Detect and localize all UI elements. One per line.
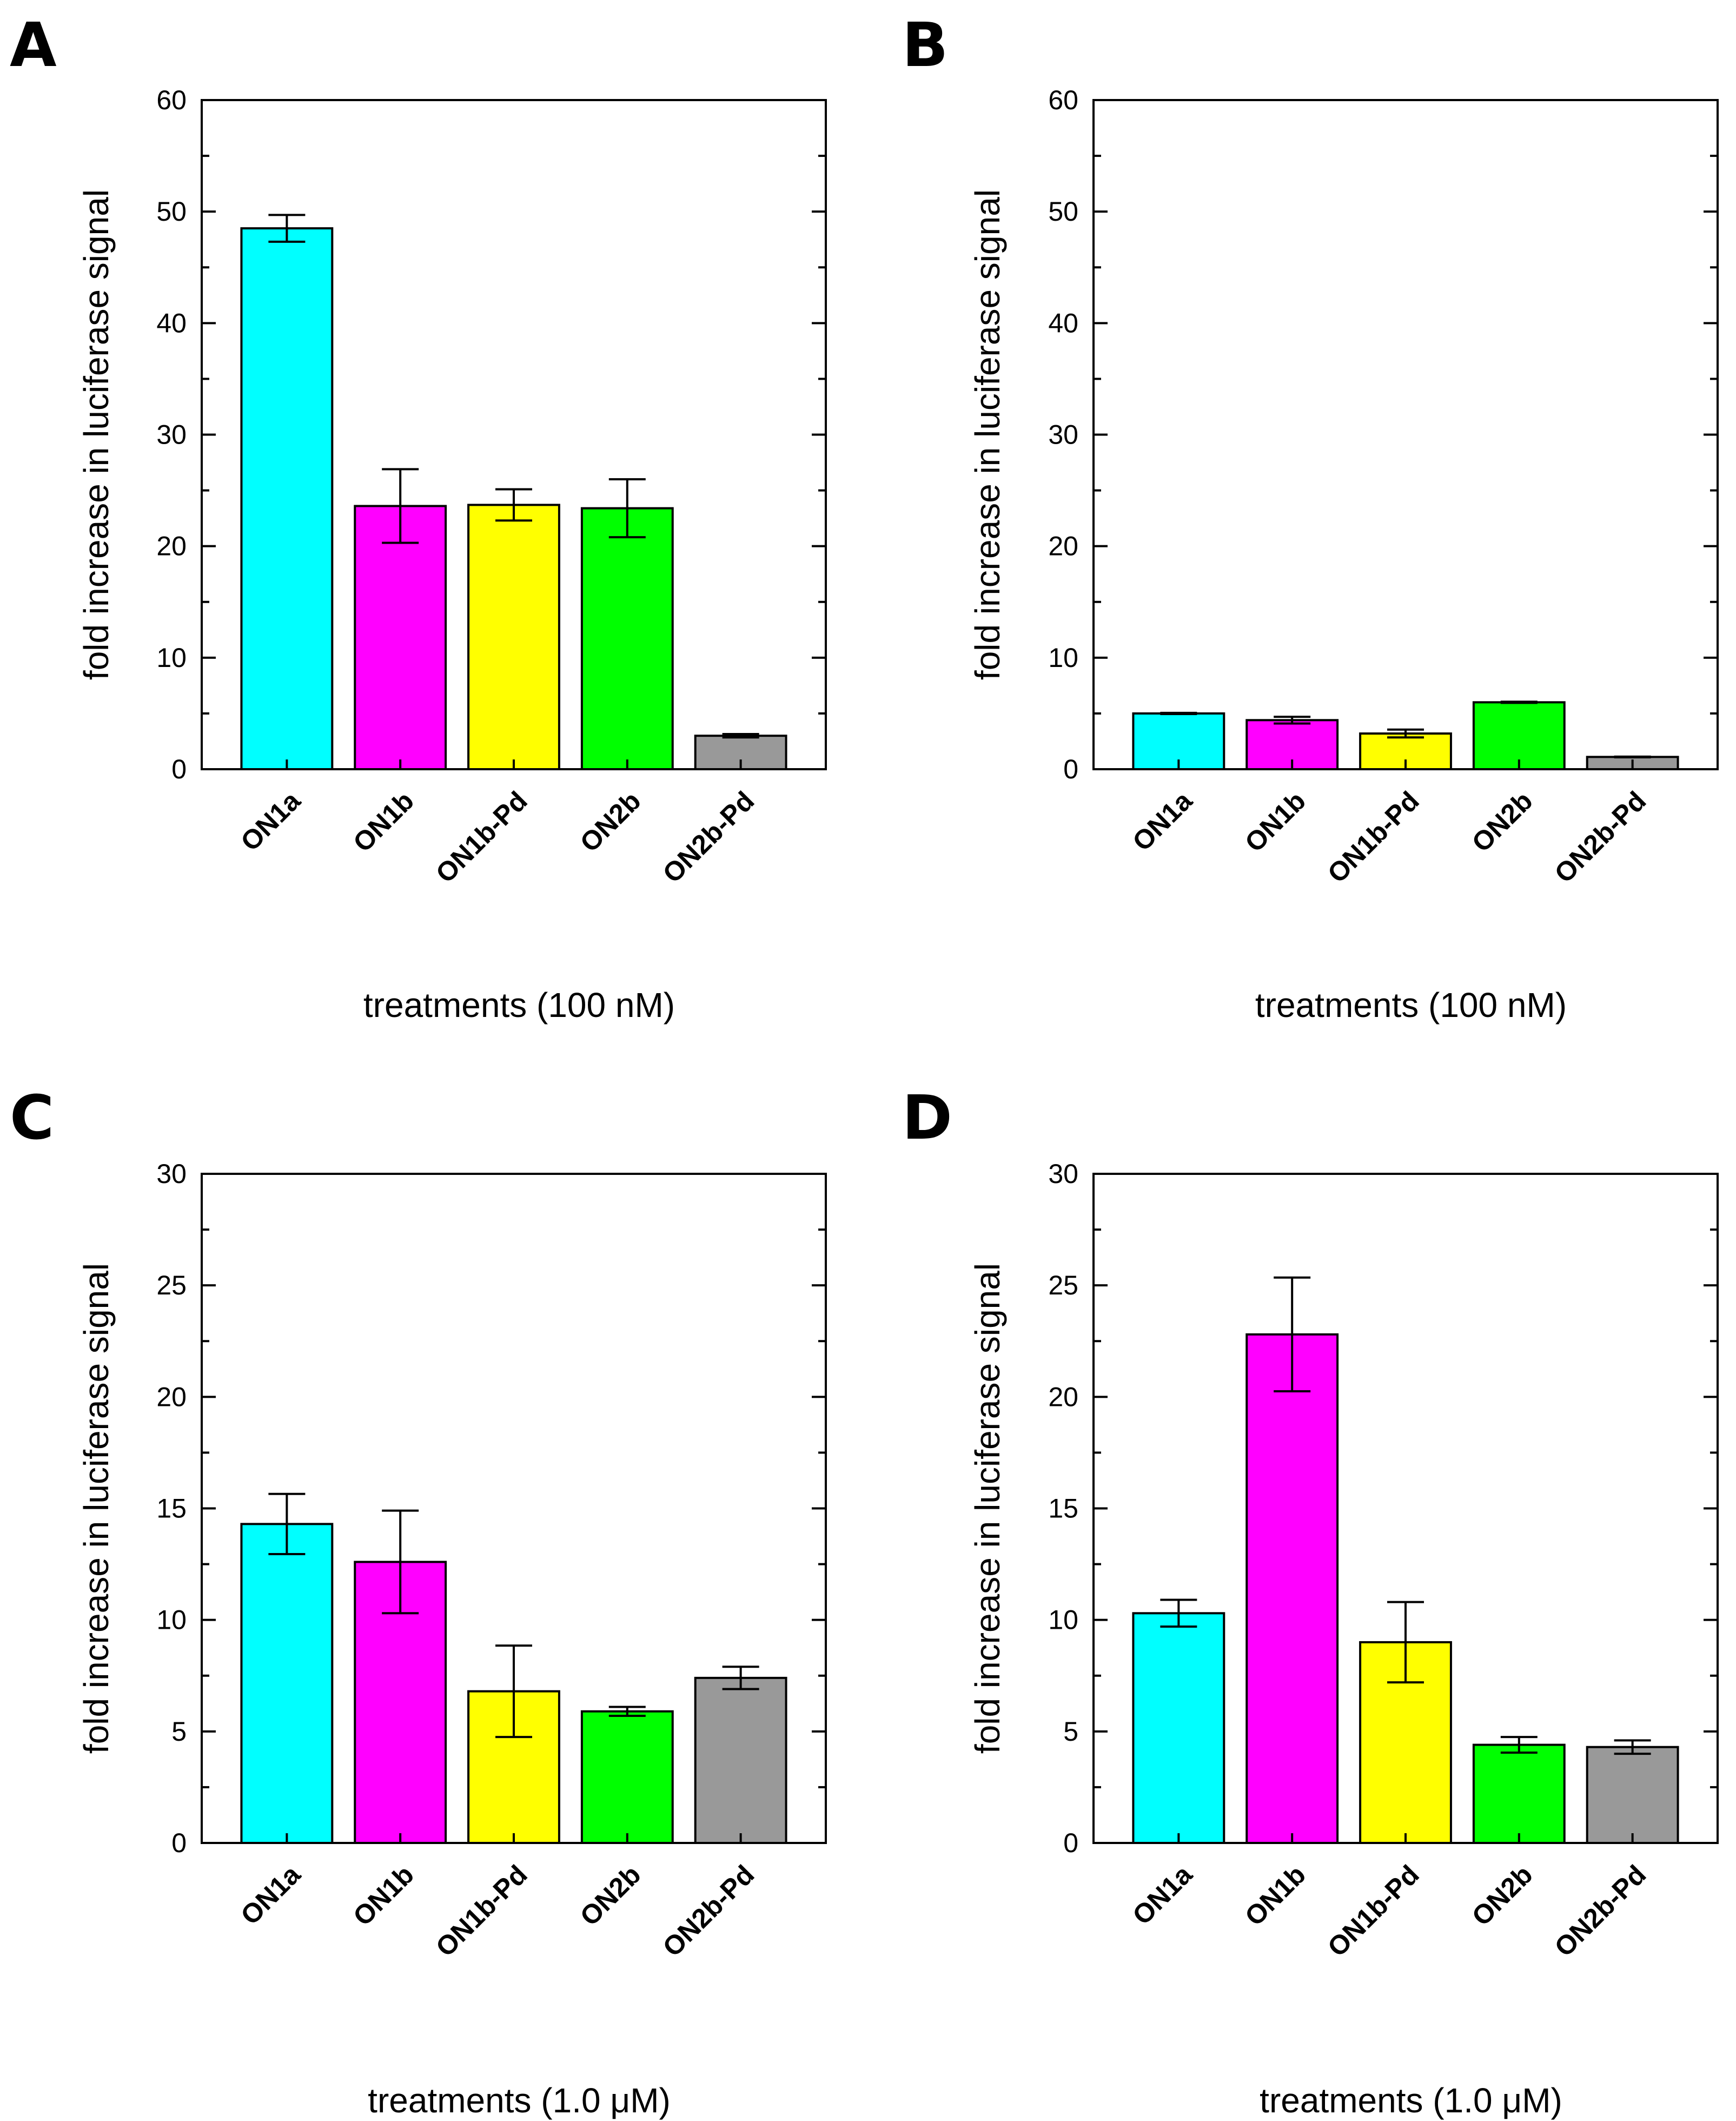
bar-on2b — [580, 1710, 674, 1845]
y-tick-label: 30 — [1048, 420, 1078, 450]
error-bar-on2b — [1500, 701, 1538, 704]
x-category-label: ON1b-Pd — [430, 1859, 533, 1963]
error-bar-on2b-pd — [722, 1666, 759, 1690]
plot-frame — [1092, 99, 1719, 770]
error-bar-on1a — [1160, 711, 1197, 715]
error-bar-on1b — [1274, 1276, 1311, 1393]
y-tick-label: 60 — [156, 85, 187, 115]
error-bar-on1b — [382, 468, 419, 544]
x-category-label: ON1b-Pd — [430, 785, 533, 889]
y-tick-label: 25 — [1048, 1270, 1078, 1300]
bar-on1b-pd — [467, 504, 560, 770]
error-bar-on1b — [1274, 716, 1311, 725]
error-bar-on2b-pd — [722, 733, 759, 739]
y-tick-label: 20 — [156, 531, 187, 561]
x-category-label: ON2b-Pd — [1549, 785, 1652, 889]
error-bar-on2b — [608, 478, 646, 539]
y-tick-label: 10 — [1048, 643, 1078, 673]
y-tick-label: 10 — [156, 643, 187, 673]
y-tick-label: 20 — [156, 1382, 187, 1412]
bar-on1b — [1245, 1333, 1339, 1844]
x-category-label: ON2b — [1466, 1859, 1539, 1932]
x-category-label: ON2b-Pd — [657, 785, 760, 889]
error-bar-on1b-pd — [495, 488, 532, 522]
error-bar-on2b-pd — [1614, 1739, 1651, 1755]
bar-on1a — [240, 1523, 334, 1844]
x-axis-title: treatments (1.0 μM) — [368, 2081, 671, 2120]
x-category-label: ON1b-Pd — [1322, 1859, 1425, 1963]
bar-on2b-pd — [694, 1676, 787, 1844]
panel-b: B 0 10 20 30 40 50 60 ON1a ON1b ON1b-Pd ON2b ON2b-Pd… — [902, 10, 1719, 1025]
x-category-label: ON1b — [347, 785, 420, 858]
y-tick-label: 0 — [1063, 1828, 1078, 1858]
x-category-label: ON2b-Pd — [657, 1859, 760, 1963]
panel-d: D 0 5 10 15 20 25 30 ON1a ON1b ON1b-Pd ON2b ON2b-Pd t… — [902, 1083, 1719, 2120]
x-category-label: ON1b-Pd — [1322, 785, 1425, 889]
y-tick-label: 20 — [1048, 1382, 1078, 1412]
x-category-label: ON2b — [574, 785, 647, 858]
bar-on1a — [240, 227, 334, 770]
panel-letter: B — [902, 10, 948, 81]
y-tick-label: 30 — [156, 1159, 187, 1189]
y-tick-label: 10 — [156, 1605, 187, 1635]
panel-letter: C — [10, 1083, 54, 1153]
y-axis-title: fold increase in luciferase signal — [968, 189, 1007, 680]
x-category-label: ON1b — [1239, 785, 1311, 858]
x-category-label: ON1a — [1127, 785, 1198, 857]
y-tick-label: 0 — [171, 1828, 187, 1858]
y-tick-label: 15 — [1048, 1494, 1078, 1524]
x-axis-title: treatments (100 nM) — [363, 986, 675, 1025]
error-bar-on2b — [1500, 1736, 1538, 1754]
x-axis-title: treatments (1.0 μM) — [1260, 2081, 1562, 2120]
error-bar-on1a — [1160, 1598, 1197, 1628]
x-category-label: ON2b — [1466, 785, 1539, 858]
panel-letter: D — [902, 1083, 952, 1153]
y-tick-label: 40 — [156, 308, 187, 338]
x-category-label: ON1b — [1239, 1859, 1311, 1932]
y-tick-label: 50 — [1048, 196, 1078, 227]
x-category-label: ON1b — [347, 1859, 420, 1932]
y-axis-title: fold increase in luciferase signal — [968, 1263, 1007, 1754]
x-axis-title: treatments (100 nM) — [1255, 986, 1567, 1025]
y-tick-label: 60 — [1048, 85, 1078, 115]
x-category-label: ON2b-Pd — [1549, 1859, 1652, 1963]
y-tick-label: 10 — [1048, 1605, 1078, 1635]
x-category-label: ON1a — [235, 1859, 307, 1931]
error-bar-on1b — [382, 1509, 419, 1615]
bar-on1b — [354, 505, 447, 770]
y-axis-title: fold increase in luciferase signal — [77, 189, 116, 680]
x-category-label: ON1a — [1127, 1859, 1198, 1931]
error-bar-on1b-pd — [1387, 1601, 1424, 1684]
y-tick-label: 15 — [156, 1494, 187, 1524]
error-bar-on1a — [268, 214, 306, 243]
y-tick-label: 30 — [1048, 1159, 1078, 1189]
error-bar-on2b — [608, 1706, 646, 1717]
panel-a: A 0 10 20 30 40 50 60 ON1a ON1b ON1b-Pd ON2b ON2b-Pd… — [10, 10, 827, 1025]
y-tick-label: 50 — [156, 196, 187, 227]
y-tick-label: 30 — [156, 420, 187, 450]
y-tick-label: 0 — [1063, 754, 1078, 784]
y-tick-label: 0 — [171, 754, 187, 784]
bar-on2b-pd — [1586, 1746, 1679, 1845]
y-tick-label: 25 — [156, 1270, 187, 1300]
bar-on2b — [1472, 1743, 1566, 1844]
error-bar-on1b-pd — [495, 1644, 532, 1739]
y-tick-label: 5 — [171, 1716, 187, 1747]
y-tick-label: 5 — [1063, 1716, 1078, 1747]
bar-on2b — [1472, 701, 1566, 771]
error-bar-on1b-pd — [1387, 728, 1424, 739]
panel-c: C 0 5 10 15 20 25 30 ON1a ON1b ON1b-Pd ON2b ON2b-Pd t… — [10, 1083, 827, 2120]
error-bar-on1a — [268, 1492, 306, 1556]
y-axis-title: fold increase in luciferase signal — [77, 1263, 116, 1754]
bar-on1a — [1132, 1612, 1225, 1844]
panel-letter: A — [10, 10, 57, 81]
x-category-label: ON2b — [574, 1859, 647, 1932]
x-category-label: ON1a — [235, 785, 307, 857]
y-tick-label: 40 — [1048, 308, 1078, 338]
y-tick-label: 20 — [1048, 531, 1078, 561]
bar-on2b — [580, 507, 674, 770]
